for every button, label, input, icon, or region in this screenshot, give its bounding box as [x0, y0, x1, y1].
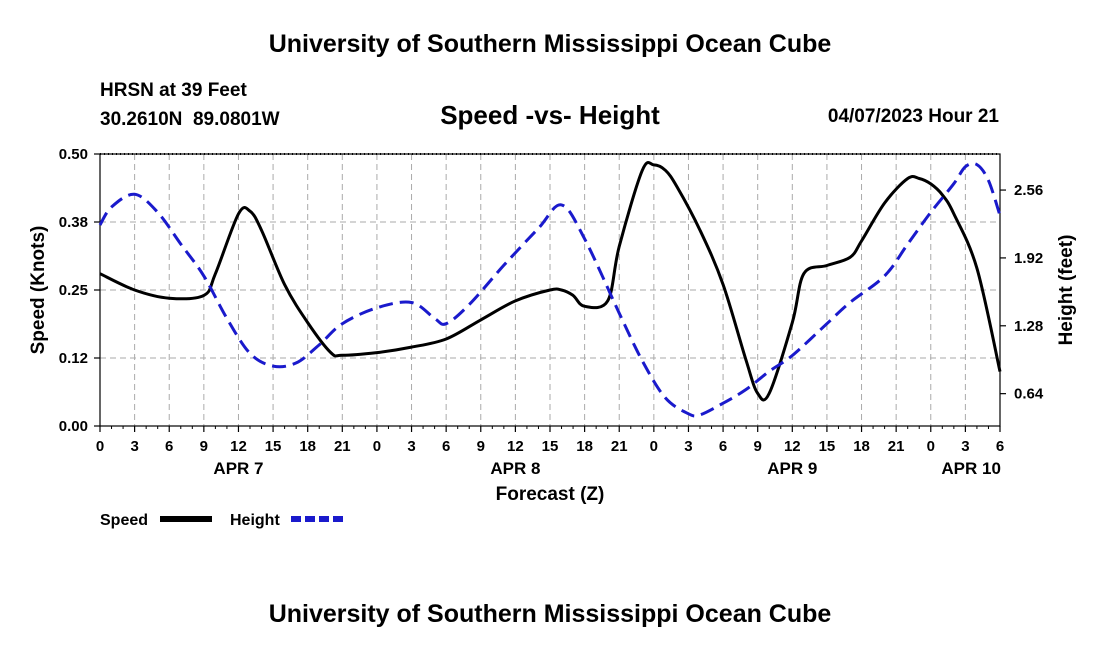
x-tick-label: 3	[407, 438, 415, 455]
y2-tick-label: 0.64	[1014, 386, 1044, 403]
y2-tick-label: 1.92	[1014, 250, 1043, 267]
x-tick-label: 6	[442, 438, 450, 455]
x-tick-label: 0	[373, 438, 381, 455]
chart-main-title: University of Southern Mississippi Ocean…	[268, 30, 832, 58]
x-tick-label: 18	[853, 438, 870, 455]
series-line-height	[98, 161, 1002, 418]
x-tick-label: 0	[96, 438, 104, 455]
date-label: APR 7	[213, 459, 263, 478]
x-tick-label: 6	[719, 438, 727, 455]
legend-label-height: Height	[230, 512, 280, 529]
date-label: APR 9	[767, 459, 817, 478]
y-tick-label: 0.50	[59, 146, 88, 163]
y-tick-label: 0.38	[59, 214, 88, 231]
y2-tick-label: 1.28	[1014, 318, 1043, 335]
x-tick-label: 6	[996, 438, 1004, 455]
x-tick-label: 15	[542, 438, 559, 455]
y-axis-title: Speed (Knots)	[28, 226, 49, 355]
x-tick-label: 9	[200, 438, 208, 455]
speed-height-chart: 0 3 6 9 12 15 18 21 0 3 6 9 12 15 18 21 0 3 6 9 12 15 18 21 0 3 6 A…	[28, 146, 1077, 529]
x-tick-label: 21	[334, 438, 351, 455]
y2-tick-label: 2.56	[1014, 182, 1043, 199]
x-tick-label: 0	[650, 438, 658, 455]
legend-label-speed: Speed	[100, 512, 148, 529]
x-tick-label: 9	[754, 438, 762, 455]
y-tick-label: 0.00	[59, 418, 88, 435]
x-tick-label: 12	[507, 438, 524, 455]
forecast-datetime: 04/07/2023 Hour 21	[827, 106, 999, 127]
y-tick-label: 0.25	[59, 282, 88, 299]
x-tick-label: 18	[576, 438, 593, 455]
x-tick-label: 3	[961, 438, 969, 455]
x-tick-label: 3	[130, 438, 138, 455]
chart-subtitle: Speed -vs- Height	[440, 100, 660, 130]
x-tick-label: 3	[684, 438, 692, 455]
station-name: HRSN at 39 Feet	[100, 80, 247, 101]
y2-axis-title: Height (feet)	[1056, 235, 1077, 346]
x-tick-label: 6	[165, 438, 173, 455]
x-tick-label: 9	[477, 438, 485, 455]
x-tick-label: 18	[299, 438, 316, 455]
x-tick-label: 21	[888, 438, 905, 455]
x-tick-label: 12	[230, 438, 247, 455]
x-axis-title: Forecast (Z)	[496, 484, 605, 505]
y-tick-label: 0.12	[59, 350, 88, 367]
x-tick-label: 21	[611, 438, 628, 455]
x-tick-label: 15	[265, 438, 282, 455]
station-info: HRSN at 39 Feet 30.2610N 89.0801W	[100, 76, 280, 134]
date-label: APR 10	[941, 459, 1001, 478]
x-tick-label: 12	[784, 438, 801, 455]
x-tick-label: 0	[927, 438, 935, 455]
x-tick-label: 15	[819, 438, 836, 455]
series-line-speed	[99, 161, 1002, 402]
station-location: 30.2610N 89.0801W	[100, 109, 280, 130]
footer-title: University of Southern Mississippi Ocean…	[268, 600, 832, 628]
date-label: APR 8	[490, 459, 540, 478]
